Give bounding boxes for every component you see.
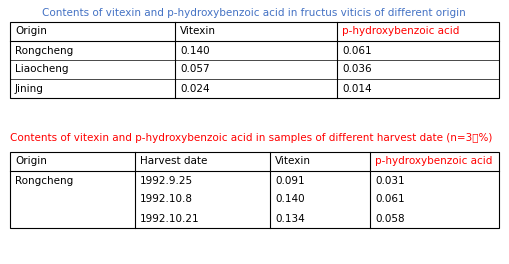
Text: 0.134: 0.134 bbox=[275, 214, 305, 224]
Text: Origin: Origin bbox=[15, 157, 47, 167]
Text: 0.057: 0.057 bbox=[180, 64, 210, 74]
Text: Liaocheng: Liaocheng bbox=[15, 64, 69, 74]
Text: Rongcheng: Rongcheng bbox=[15, 45, 73, 55]
Text: Contents of vitexin and p-hydroxybenzoic acid in samples of different harvest da: Contents of vitexin and p-hydroxybenzoic… bbox=[10, 133, 492, 143]
Text: 0.031: 0.031 bbox=[375, 176, 405, 186]
Text: Harvest date: Harvest date bbox=[140, 157, 207, 167]
Text: 0.014: 0.014 bbox=[342, 83, 372, 93]
Text: Jining: Jining bbox=[15, 83, 44, 93]
Text: Vitexin: Vitexin bbox=[180, 26, 216, 36]
Text: 0.140: 0.140 bbox=[180, 45, 210, 55]
Bar bbox=[10, 152, 499, 228]
Text: 1992.10.21: 1992.10.21 bbox=[140, 214, 200, 224]
Text: Rongcheng: Rongcheng bbox=[15, 176, 73, 186]
Text: Origin: Origin bbox=[15, 26, 47, 36]
Text: Contents of vitexin and p-hydroxybenzoic acid in fructus viticis of different or: Contents of vitexin and p-hydroxybenzoic… bbox=[42, 8, 466, 18]
Text: 0.024: 0.024 bbox=[180, 83, 210, 93]
Text: 0.140: 0.140 bbox=[275, 195, 304, 205]
Text: 1992.10.8: 1992.10.8 bbox=[140, 195, 193, 205]
Text: p-hydroxybenzoic acid: p-hydroxybenzoic acid bbox=[375, 157, 492, 167]
Bar bbox=[10, 22, 499, 98]
Text: 0.061: 0.061 bbox=[342, 45, 372, 55]
Text: p-hydroxybenzoic acid: p-hydroxybenzoic acid bbox=[342, 26, 460, 36]
Text: Vitexin: Vitexin bbox=[275, 157, 311, 167]
Text: 0.061: 0.061 bbox=[375, 195, 405, 205]
Text: 0.036: 0.036 bbox=[342, 64, 372, 74]
Text: 0.058: 0.058 bbox=[375, 214, 405, 224]
Text: 1992.9.25: 1992.9.25 bbox=[140, 176, 193, 186]
Text: 0.091: 0.091 bbox=[275, 176, 304, 186]
